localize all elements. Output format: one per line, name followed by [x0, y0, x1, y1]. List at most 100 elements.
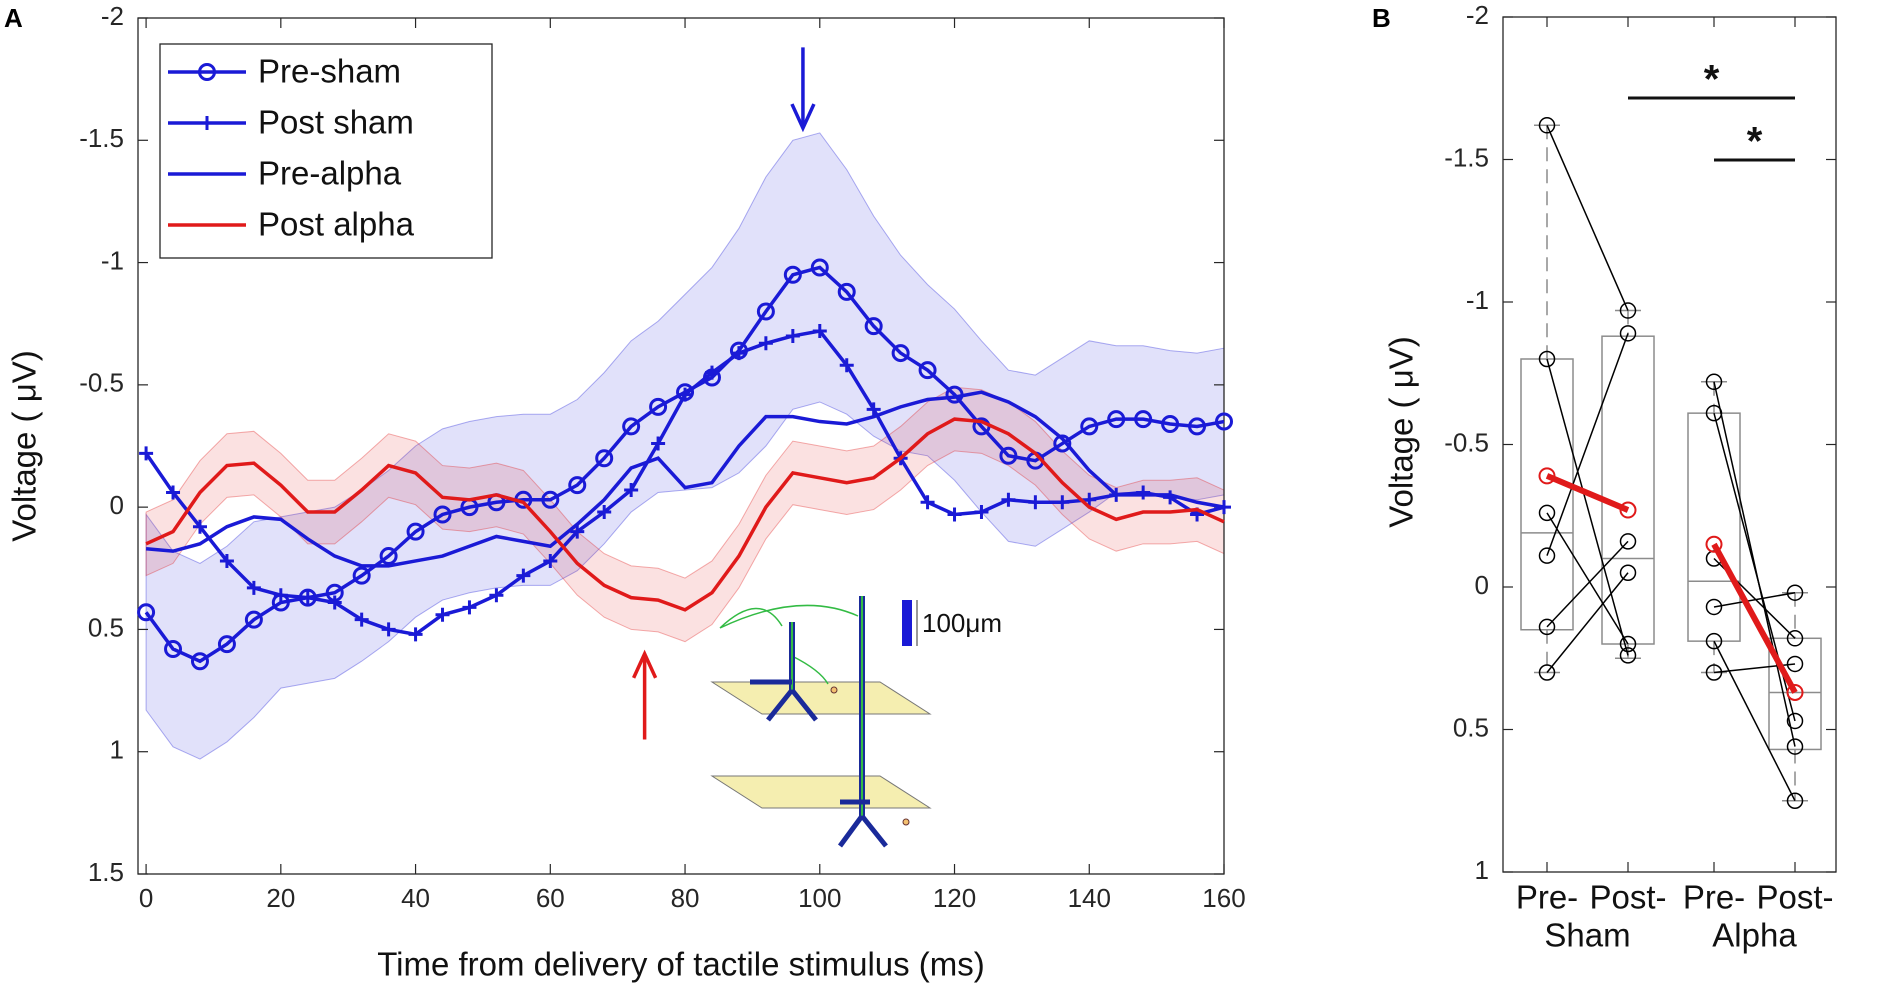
- marker: [783, 265, 802, 284]
- y-tick-label: -0.5: [79, 368, 124, 398]
- marker: [974, 505, 989, 520]
- subject-point: [1786, 655, 1804, 673]
- mean-point: [1786, 683, 1804, 701]
- marker: [891, 344, 910, 363]
- marker: [624, 483, 639, 498]
- marker: [1028, 495, 1043, 510]
- marker: [164, 639, 183, 658]
- subject-point: [1619, 647, 1637, 664]
- x-tick-label: 80: [671, 883, 700, 913]
- subject-point: [1538, 504, 1556, 522]
- y-tick-label: 0: [110, 490, 124, 520]
- subject-point: [1619, 302, 1637, 319]
- legend-box: [159, 43, 493, 259]
- y-tick-label: 0.5: [88, 612, 124, 642]
- marker: [1215, 412, 1233, 431]
- subject-pair: [1546, 572, 1629, 673]
- cortical-layer: [710, 681, 932, 715]
- marker: [300, 590, 315, 605]
- y-tick-label: 0.5: [1453, 712, 1489, 742]
- marker: [408, 627, 423, 642]
- marker: [516, 568, 531, 583]
- x-axis-label: Time from delivery of tactile stimulus (…: [377, 946, 985, 983]
- marker: [704, 365, 719, 380]
- basal-dendrite: [837, 799, 888, 848]
- marker: [920, 495, 935, 510]
- basal-dendrite: [750, 679, 818, 722]
- y-tick-label: -0.5: [1444, 427, 1489, 457]
- scale-bar-label: 100μm: [922, 608, 1002, 638]
- x-tick-label: 20: [266, 883, 295, 913]
- subject-point: [1705, 404, 1723, 422]
- box: [1520, 358, 1574, 631]
- subject-pair: [1546, 358, 1629, 656]
- plot-frame: [137, 17, 1225, 875]
- marker: [543, 553, 558, 568]
- marker: [462, 600, 477, 615]
- marker: [1080, 417, 1099, 436]
- subject-pair: [1546, 512, 1629, 645]
- marker: [1001, 492, 1016, 507]
- subject-point: [1786, 712, 1804, 730]
- marker: [190, 652, 209, 671]
- marker: [597, 505, 612, 520]
- soma-marker: [830, 686, 838, 694]
- x-tick-label: Pre-: [1683, 879, 1745, 916]
- significance-label: *: [1747, 120, 1763, 164]
- marker: [541, 490, 560, 509]
- neuron-inset: 100μm: [710, 596, 1002, 848]
- legend-label: Post alpha: [258, 206, 415, 243]
- marker: [217, 635, 236, 654]
- marker: [947, 507, 962, 522]
- marker: [1053, 434, 1072, 453]
- subject-point: [1705, 664, 1723, 681]
- legend-label: Pre-sham: [258, 53, 401, 90]
- y-axis-label: Voltage ( μV): [6, 350, 43, 541]
- subject-pair: [1546, 124, 1629, 311]
- marker: [1107, 410, 1126, 429]
- marker: [622, 417, 641, 436]
- y-axis-label: Voltage ( μV): [1383, 336, 1420, 527]
- panel-label: A: [4, 3, 23, 33]
- marker: [166, 485, 181, 500]
- subject-pair: [1546, 540, 1629, 628]
- soma-marker: [902, 818, 910, 826]
- x-tick-label: Post-: [1589, 879, 1666, 916]
- marker: [810, 258, 829, 277]
- scale-bar: [902, 600, 912, 646]
- y-tick-label: 1.5: [88, 857, 124, 887]
- y-tick-label: -1: [101, 245, 124, 275]
- marker: [246, 580, 261, 595]
- marker: [918, 361, 937, 380]
- marker: [678, 387, 693, 402]
- y-tick-label: 1: [110, 735, 124, 765]
- marker: [433, 505, 452, 524]
- marker: [192, 519, 207, 534]
- significance-label: *: [1704, 58, 1720, 102]
- marker: [758, 336, 773, 351]
- marker: [785, 328, 800, 343]
- legend-label: Post sham: [258, 104, 414, 141]
- y-tick-label: -1.5: [1444, 142, 1489, 172]
- marker: [352, 566, 371, 585]
- marker: [379, 547, 398, 566]
- subject-point: [1705, 598, 1723, 616]
- marker: [200, 116, 214, 130]
- y-tick-label: -2: [101, 1, 124, 31]
- y-tick-label: 0: [1475, 570, 1489, 600]
- cortical-layer: [710, 775, 932, 809]
- x-tick-label: 0: [139, 883, 153, 913]
- subject-point: [1619, 533, 1637, 550]
- arrow-head: [632, 649, 658, 679]
- marker: [137, 603, 156, 622]
- subject-point: [1538, 618, 1556, 636]
- subject-point: [1619, 635, 1637, 653]
- marker: [864, 317, 883, 336]
- mean-point: [1538, 467, 1556, 485]
- subject-point: [1619, 564, 1637, 581]
- subject-point: [1786, 738, 1804, 755]
- mean-line: [1545, 473, 1630, 513]
- group-label: Alpha: [1712, 917, 1797, 954]
- marker: [273, 588, 288, 603]
